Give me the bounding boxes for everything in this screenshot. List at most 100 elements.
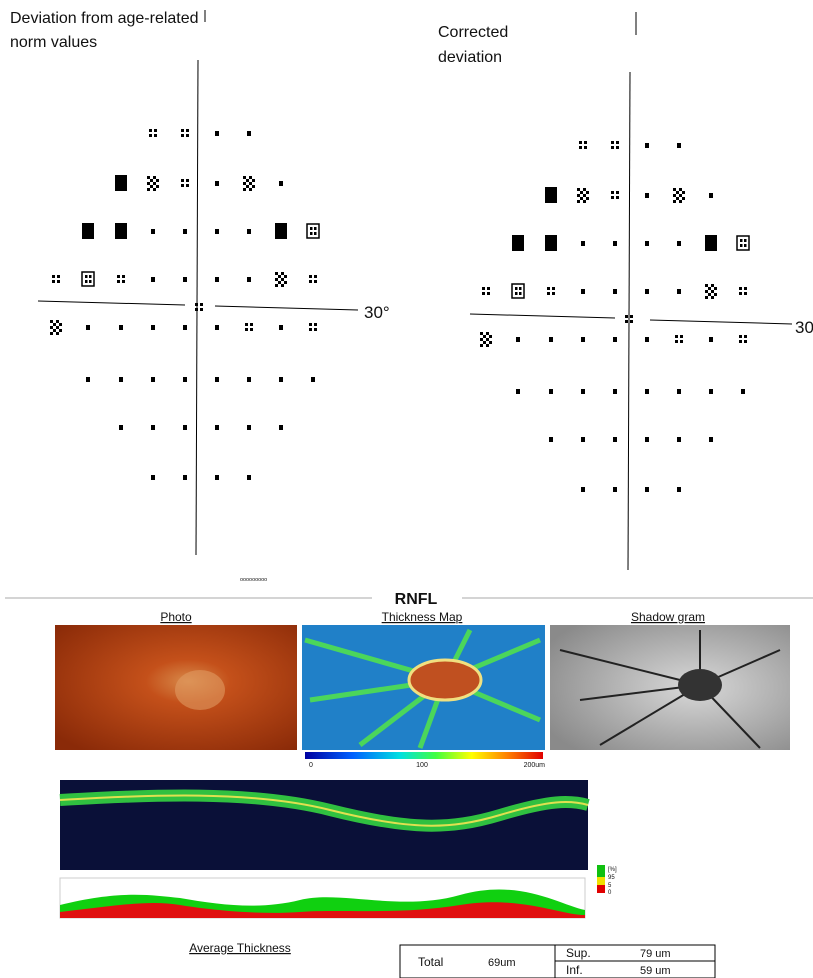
field-symbol [117, 280, 120, 283]
field-symbol [115, 175, 127, 191]
field-symbol [215, 229, 219, 234]
field-symbol [310, 232, 313, 235]
field-symbol [744, 335, 747, 338]
field-symbol [151, 475, 155, 480]
field-symbol [195, 308, 198, 311]
field-symbol [586, 191, 589, 194]
field-symbol [275, 284, 278, 287]
field-symbol [512, 284, 524, 298]
field-symbol [611, 141, 614, 144]
field-symbol [547, 292, 550, 295]
legend-label: 5 [608, 883, 612, 889]
scale-label: 0 [309, 762, 313, 769]
field-symbol [613, 437, 617, 442]
field-symbol [680, 335, 683, 338]
field-symbol [278, 275, 281, 278]
title-part: Deviation from age-related [10, 10, 203, 27]
field-symbol [645, 437, 649, 442]
field-symbol [613, 487, 617, 492]
field-symbol [740, 239, 743, 242]
field-symbol [711, 284, 714, 287]
field-symbol [181, 184, 184, 187]
field-symbol [483, 341, 486, 344]
field-symbol [314, 328, 317, 331]
cell-label: Total [418, 955, 443, 969]
section-title: RNFL [395, 591, 438, 608]
field-symbol [243, 182, 246, 185]
page: Deviation from age-related norm values 3… [0, 0, 813, 978]
field-symbol [281, 284, 284, 287]
field-symbol [744, 239, 747, 242]
field-symbol [119, 325, 123, 330]
field-symbol [249, 182, 252, 185]
field-symbol [149, 129, 152, 132]
field-symbol [56, 320, 59, 323]
field-symbol [645, 389, 649, 394]
field-symbol [281, 278, 284, 281]
field-symbol [709, 193, 713, 198]
field-symbol [52, 275, 55, 278]
field-symbol [611, 146, 614, 149]
field-symbol [246, 179, 249, 182]
axis-label: 30° [364, 303, 390, 322]
field-symbol [739, 287, 742, 290]
field-symbol [200, 308, 203, 311]
field-symbol [673, 188, 676, 191]
field-symbol [486, 338, 489, 341]
field-symbol [275, 278, 278, 281]
field-symbol [677, 437, 681, 442]
field-symbol [215, 475, 219, 480]
cell-label: Sup. [566, 946, 591, 960]
field-symbol [708, 293, 711, 296]
field-symbol [156, 185, 159, 188]
field-symbol [579, 141, 582, 144]
field-symbol [483, 335, 486, 338]
field-symbol [50, 332, 53, 335]
field-symbol [243, 188, 246, 191]
field-symbol [115, 223, 127, 239]
field-symbol [247, 377, 251, 382]
field-symbol [581, 289, 585, 294]
field-symbol [625, 320, 628, 323]
scale-label: 200um [524, 762, 546, 769]
field-symbol [150, 179, 153, 182]
field-symbol [181, 129, 184, 132]
field-symbol [53, 329, 56, 332]
field-symbol [515, 287, 518, 290]
field-symbol [577, 200, 580, 203]
field-symbol [482, 287, 485, 290]
field-symbol [552, 292, 555, 295]
field-symbol [616, 146, 619, 149]
optic-disc [175, 670, 225, 710]
legend-label: 95 [608, 875, 615, 881]
field-title: Corrected deviation [438, 24, 513, 66]
field-symbol [625, 315, 628, 318]
field-symbol [117, 275, 120, 278]
field-symbol [613, 289, 617, 294]
field-symbol [714, 293, 717, 296]
shadowgram [550, 625, 790, 750]
field-symbol [85, 280, 88, 283]
field-symbol [309, 280, 312, 283]
field-symbol [183, 475, 187, 480]
field-symbol [151, 377, 155, 382]
field-symbol [487, 292, 490, 295]
legend-swatch [597, 877, 605, 885]
field-symbol [278, 281, 281, 284]
field-symbol [314, 227, 317, 230]
title-part: Corrected [438, 24, 513, 41]
field-symbol [183, 425, 187, 430]
field-symbol [85, 275, 88, 278]
field-symbol [645, 289, 649, 294]
title-part: deviation [438, 49, 502, 66]
field-symbol [705, 284, 708, 287]
field-symbol [744, 340, 747, 343]
field-symbol [679, 200, 682, 203]
field-symbol [56, 332, 59, 335]
field-symbol [151, 277, 155, 282]
field-symbol [250, 323, 253, 326]
panel-title: Photo [160, 610, 192, 624]
field-symbol [307, 224, 319, 238]
field-symbol [53, 323, 56, 326]
field-symbol [705, 296, 708, 299]
